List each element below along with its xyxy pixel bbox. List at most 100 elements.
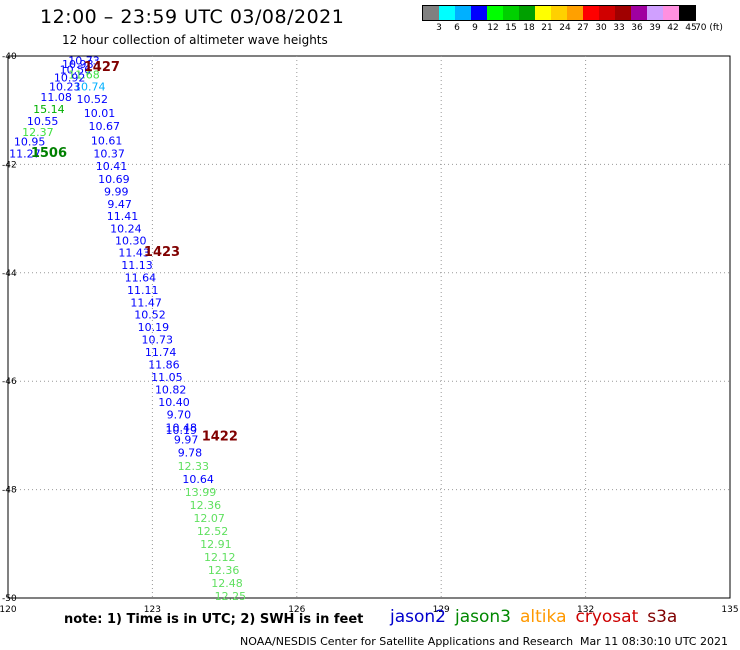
legend-label: 6 — [454, 23, 460, 33]
legend-swatches — [422, 5, 696, 21]
wave-height-point: 11.13 — [121, 259, 153, 272]
wave-height-point: 13.99 — [185, 486, 217, 499]
wave-height-point: 11.05 — [151, 371, 183, 384]
pass-time-label: 1423 — [144, 245, 180, 260]
wave-height-point: 11.41 — [107, 210, 139, 223]
wave-height-point: 11.43 — [118, 247, 150, 260]
wave-height-point: 10.64 — [182, 473, 214, 486]
x-tick-label: 126 — [288, 605, 305, 615]
legend-swatch — [599, 6, 615, 20]
legend-label: 9 — [472, 23, 478, 33]
legend-swatch — [631, 6, 647, 20]
map-title: 12:00 – 23:59 UTC 03/08/2021 — [40, 6, 345, 28]
wave-height-point: 10.48 — [166, 421, 198, 434]
x-tick-label: 120 — [0, 605, 17, 615]
wave-height-point: 11.64 — [125, 272, 157, 285]
wave-height-point: 10.23 — [49, 80, 81, 93]
wave-height-point: 10.74 — [74, 80, 106, 93]
legend-swatch — [679, 6, 695, 20]
wave-height-point: 12.36 — [208, 564, 240, 577]
y-tick-label: -50 — [2, 594, 17, 604]
wave-height-point: 11.27 — [9, 148, 41, 161]
color-scale-legend: 3 6 9 12 15 18 21 24 27 30 33 36 39 42 45 70 (ft) — [422, 5, 723, 35]
wave-height-point: 10.61 — [91, 135, 123, 148]
x-tick-label: 123 — [144, 605, 161, 615]
legend-swatch — [519, 6, 535, 20]
legend-swatch — [615, 6, 631, 20]
wave-height-point: 12.25 — [215, 590, 247, 603]
wave-height-point: 11.08 — [40, 91, 72, 104]
legend-swatch — [439, 6, 455, 20]
wave-height-point: 10.24 — [110, 222, 142, 235]
footer-note: note: 1) Time is in UTC; 2) SWH is in fe… — [64, 612, 364, 627]
wave-height-point: 10.52 — [134, 309, 166, 322]
wave-height-point: 10.92 — [54, 72, 86, 85]
legend-labels: 3 6 9 12 15 18 21 24 27 30 33 36 39 42 45 70 (ft) — [422, 21, 723, 35]
wave-height-point: 10.56 — [60, 64, 92, 77]
credit-line: NOAA/NESDIS Center for Satellite Applica… — [240, 635, 574, 648]
pass-time-label: 1427 — [84, 60, 120, 75]
wave-height-point: 12.52 — [197, 525, 229, 538]
wave-height-point: 12.07 — [193, 512, 225, 525]
wave-height-point: 10.01 — [84, 107, 116, 120]
legend-swatch — [647, 6, 663, 20]
legend-swatch — [535, 6, 551, 20]
wave-height-point: 12.33 — [178, 460, 210, 473]
satellite-cryosat: cryosat — [575, 607, 639, 627]
satellite-jason3: jason3 — [455, 607, 511, 627]
legend-swatch — [503, 6, 519, 20]
y-tick-label: -40 — [2, 52, 17, 62]
wave-height-point: 10.30 — [115, 234, 147, 247]
wave-height-point: 10.40 — [158, 396, 190, 409]
legend-label: 30 — [595, 23, 607, 33]
legend-swatch — [567, 6, 583, 20]
y-tick-label: -44 — [2, 269, 17, 279]
legend-swatch — [551, 6, 567, 20]
legend-label: 21 — [541, 23, 553, 33]
legend-label: 36 — [631, 23, 643, 33]
wave-height-point: 10.52 — [76, 93, 108, 106]
pass-time-label: 1506 — [31, 146, 67, 161]
wave-height-point: 12.36 — [190, 499, 222, 512]
legend-swatch — [663, 6, 679, 20]
wave-height-point: 9.78 — [178, 447, 203, 460]
wave-height-point: 10.95 — [14, 136, 46, 149]
legend-swatch — [471, 6, 487, 20]
wave-height-point: 15.14 — [33, 103, 65, 116]
wave-height-point: 11.68 — [68, 68, 100, 81]
wave-height-point: 10.19 — [138, 321, 170, 334]
legend-label: 39 — [649, 23, 661, 33]
x-tick-label: 135 — [721, 605, 738, 615]
wave-height-point: 10.69 — [98, 173, 130, 186]
legend-label: 18 — [523, 23, 535, 33]
wave-height-point: 10.67 — [89, 120, 121, 133]
legend-label: 45 — [685, 23, 697, 33]
legend-label: 24 — [559, 23, 571, 33]
legend-label: 27 — [577, 23, 589, 33]
y-tick-label: -48 — [2, 486, 17, 496]
wave-height-point: 12.48 — [211, 577, 243, 590]
satellite-legend: jason2 jason3 altika cryosat s3a — [390, 607, 686, 627]
legend-swatch — [423, 6, 439, 20]
wave-height-point: 11.86 — [148, 358, 180, 371]
wave-height-point: 12.91 — [200, 538, 232, 551]
wave-height-point: 11.11 — [127, 284, 159, 297]
x-tick-label: 129 — [433, 605, 450, 615]
wave-height-point: 9.99 — [104, 186, 129, 199]
wave-height-point: 10.55 — [27, 115, 59, 128]
legend-label: 3 — [436, 23, 442, 33]
wave-height-point: 10.73 — [68, 54, 100, 67]
satellite-altika: altika — [520, 607, 567, 627]
map-frame — [7, 55, 731, 599]
wave-height-point: 9.70 — [167, 408, 192, 421]
wave-height-point: 9.97 — [174, 434, 199, 447]
legend-label: 12 — [487, 23, 499, 33]
y-tick-label: -46 — [2, 377, 17, 387]
wave-height-point: 10.41 — [96, 160, 128, 173]
wave-height-point: 11.74 — [145, 346, 177, 359]
satellite-jason2: jason2 — [390, 607, 446, 627]
legend-label: 70 (ft) — [695, 23, 723, 33]
y-tick-label: -42 — [2, 160, 17, 170]
pass-time-label: 1422 — [202, 429, 238, 444]
